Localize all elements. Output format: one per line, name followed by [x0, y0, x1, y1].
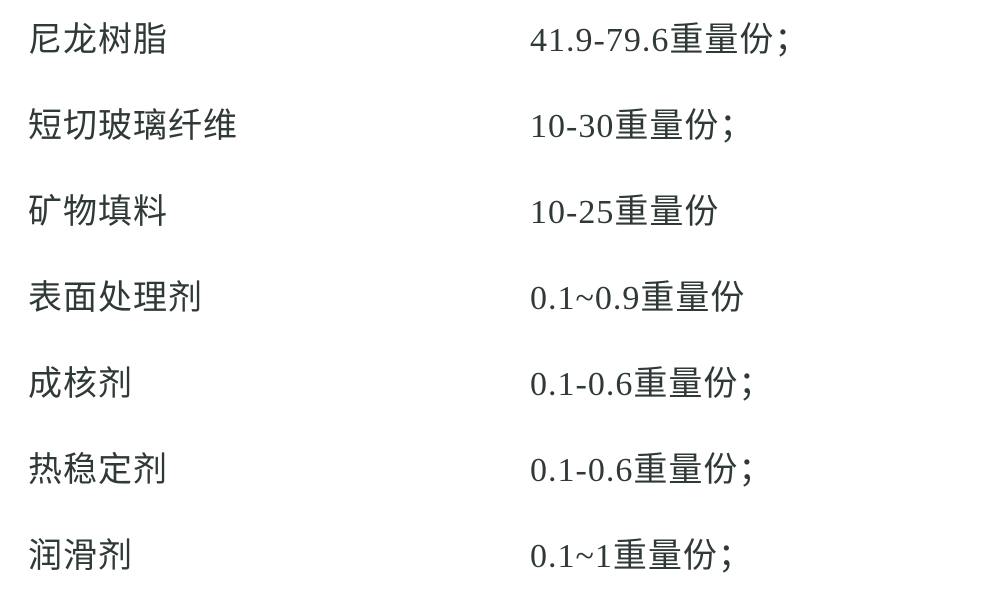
table-row: 表面处理剂 0.1~0.9重量份: [0, 258, 1000, 344]
ingredient-value: 0.1~0.9重量份: [530, 282, 745, 316]
ingredient-value: 10-30重量份；: [530, 110, 754, 144]
ingredient-label: 短切玻璃纤维: [28, 110, 238, 144]
ingredient-value: 41.9-79.6重量份；: [530, 24, 809, 58]
table-row: 尼龙树脂 41.9-79.6重量份；: [0, 0, 1000, 86]
table-row: 热稳定剂 0.1-0.6重量份；: [0, 430, 1000, 516]
ingredient-value: 0.1-0.6重量份；: [530, 368, 773, 402]
table-row: 成核剂 0.1-0.6重量份；: [0, 344, 1000, 430]
ingredient-value: 0.1~1重量份；: [530, 540, 753, 574]
ingredient-label: 尼龙树脂: [28, 24, 168, 58]
table-row: 润滑剂 0.1~1重量份；: [0, 516, 1000, 602]
composition-table: 尼龙树脂 41.9-79.6重量份； 短切玻璃纤维 10-30重量份； 矿物填料…: [0, 0, 1000, 603]
ingredient-label: 润滑剂: [28, 540, 133, 574]
table-row: 矿物填料 10-25重量份: [0, 172, 1000, 258]
ingredient-label: 表面处理剂: [28, 282, 203, 316]
table-row: 短切玻璃纤维 10-30重量份；: [0, 86, 1000, 172]
ingredient-label: 热稳定剂: [28, 454, 168, 488]
ingredient-value: 0.1-0.6重量份；: [530, 454, 773, 488]
ingredient-value: 10-25重量份: [530, 196, 719, 230]
ingredient-label: 成核剂: [28, 368, 133, 402]
ingredient-label: 矿物填料: [28, 196, 168, 230]
